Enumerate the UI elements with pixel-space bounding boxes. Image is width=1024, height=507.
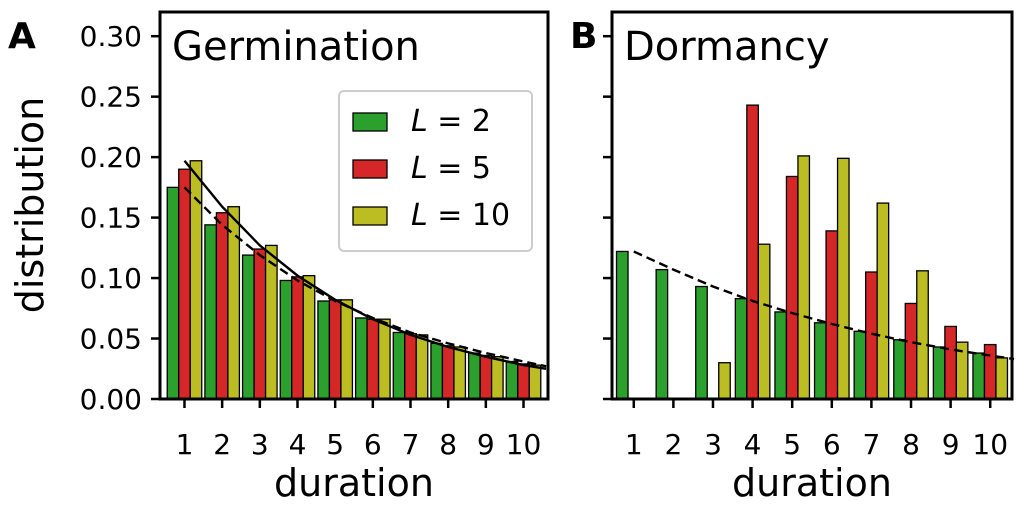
bar-l2 [893, 339, 906, 400]
bar-l5 [904, 302, 918, 400]
bar-l10 [836, 157, 850, 400]
bar-l5 [366, 318, 380, 400]
bar-l10 [264, 244, 278, 400]
bar-l5 [746, 104, 759, 400]
bar-l5 [517, 363, 530, 400]
bar-l2 [774, 311, 788, 400]
bar-l2 [655, 268, 669, 400]
bar-l5 [178, 168, 191, 400]
panel-letter: A [8, 16, 36, 57]
bar-l2 [695, 285, 708, 400]
x-tick-label: 3 [704, 428, 722, 461]
y-tick-label: 0.05 [80, 323, 142, 356]
legend-swatch [352, 112, 388, 132]
legend-label: L = 2 [411, 104, 491, 139]
x-tick-label: 2 [664, 428, 682, 461]
x-axis-label: duration [732, 461, 892, 505]
panel-title: Dormancy [624, 24, 830, 70]
bar-l10 [453, 346, 467, 400]
bar-l10 [916, 270, 929, 400]
x-tick-label: 8 [902, 428, 920, 461]
panel-letter: B [570, 16, 597, 57]
bar-l5 [983, 343, 997, 400]
bar-l10 [995, 357, 1009, 400]
y-tick-label: 0.30 [80, 20, 142, 53]
dashed-fit-curve [633, 250, 1015, 361]
bar-l10 [227, 206, 241, 400]
y-tick-label: 0.00 [80, 383, 142, 416]
bar-l2 [241, 254, 255, 400]
x-tick-label: 10 [972, 428, 1008, 461]
bar-l5 [253, 248, 267, 400]
y-axis-label: distribution [8, 97, 52, 314]
bar-l5 [404, 333, 417, 400]
x-tick-label: 3 [251, 428, 269, 461]
x-tick-label: 6 [823, 428, 841, 461]
bar-l5 [328, 299, 342, 400]
x-tick-label: 9 [942, 428, 960, 461]
bar-l5 [215, 212, 229, 400]
bar-l2 [972, 352, 986, 400]
y-tick-label: 0.25 [80, 81, 142, 114]
bar-l2 [734, 297, 748, 400]
y-tick-label: 0.15 [80, 202, 142, 235]
x-tick-label: 9 [477, 428, 495, 461]
bar-l2 [932, 346, 946, 400]
bar-l5 [944, 325, 958, 400]
legend-swatch [352, 159, 388, 179]
bar-l2 [279, 279, 293, 400]
x-tick-label: 7 [402, 428, 420, 461]
x-tick-label: 7 [862, 428, 880, 461]
x-tick-label: 4 [289, 428, 307, 461]
bar-l5 [479, 354, 493, 400]
x-tick-label: 6 [364, 428, 382, 461]
bar-l2 [204, 224, 218, 400]
bar-l10 [189, 160, 203, 400]
bar-l2 [354, 317, 368, 400]
bar-l10 [340, 299, 354, 400]
x-tick-label: 2 [213, 428, 231, 461]
x-tick-label: 5 [326, 428, 344, 461]
bar-l10 [490, 356, 504, 400]
plot-frame [610, 10, 1014, 401]
legend-label: L = 10 [411, 198, 510, 233]
bar-l10 [757, 243, 771, 400]
bar-l10 [415, 334, 429, 400]
bar-l10 [377, 318, 391, 400]
legend-swatch [352, 206, 388, 226]
x-tick-label: 1 [176, 428, 194, 461]
x-tick-label: 8 [439, 428, 457, 461]
x-axis-label: duration [274, 461, 434, 505]
bar-l10 [876, 202, 890, 400]
bar-l5 [825, 230, 839, 400]
panel-title: Germination [172, 24, 420, 70]
y-tick-label: 0.10 [80, 262, 142, 295]
bar-l5 [441, 345, 455, 400]
plot-frame [158, 10, 550, 401]
bar-l2 [166, 186, 180, 400]
bar-l2 [853, 330, 867, 400]
bar-l10 [302, 274, 316, 400]
bar-l2 [430, 342, 444, 400]
y-tick-label: 0.20 [80, 141, 142, 174]
x-tick-label: 10 [506, 428, 542, 461]
bar-l2 [615, 250, 629, 400]
bar-l2 [813, 322, 827, 400]
bar-l2 [505, 360, 519, 400]
bar-l2 [317, 300, 331, 400]
bar-l5 [291, 276, 304, 400]
legend-label: L = 5 [411, 151, 491, 186]
bar-l10 [718, 362, 731, 400]
x-tick-label: 5 [783, 428, 801, 461]
x-tick-label: 1 [625, 428, 643, 461]
bar-l5 [785, 175, 799, 400]
bar-l10 [528, 364, 542, 400]
bar-l2 [392, 331, 406, 400]
dashed-fit-curve [183, 186, 547, 368]
bar-l10 [797, 155, 811, 400]
bar-l2 [467, 352, 481, 400]
x-tick-label: 4 [744, 428, 762, 461]
